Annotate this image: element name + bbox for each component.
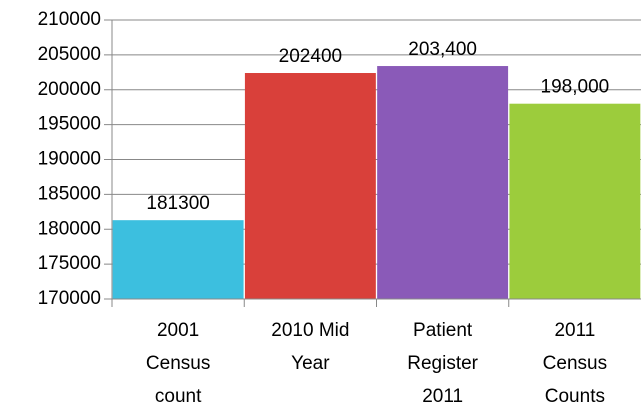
- value-label: 202400: [279, 46, 342, 67]
- bar: [509, 103, 641, 299]
- y-tick-label: 195000: [38, 114, 101, 135]
- value-label: 181300: [146, 193, 209, 214]
- y-tick-label: 210000: [38, 9, 101, 30]
- bar: [112, 220, 244, 299]
- y-tick-label: 180000: [38, 218, 101, 239]
- bar: [244, 73, 376, 299]
- x-tick-label: 2011 Census Counts: [543, 320, 607, 407]
- x-tick-label: 2010 Mid Year: [271, 320, 349, 374]
- x-tick-label: Patient Register 2011: [407, 320, 478, 407]
- value-label: 203,400: [408, 39, 477, 60]
- y-tick-label: 190000: [38, 149, 101, 170]
- y-tick-label: 175000: [38, 253, 101, 274]
- y-tick-label: 170000: [38, 288, 101, 309]
- y-tick-label: 185000: [38, 183, 101, 204]
- value-label: 198,000: [541, 77, 610, 98]
- bar: [377, 66, 509, 299]
- x-tick-label: 2001 Census count: [146, 320, 210, 407]
- y-tick-label: 205000: [38, 44, 101, 65]
- y-tick-label: 200000: [38, 79, 101, 100]
